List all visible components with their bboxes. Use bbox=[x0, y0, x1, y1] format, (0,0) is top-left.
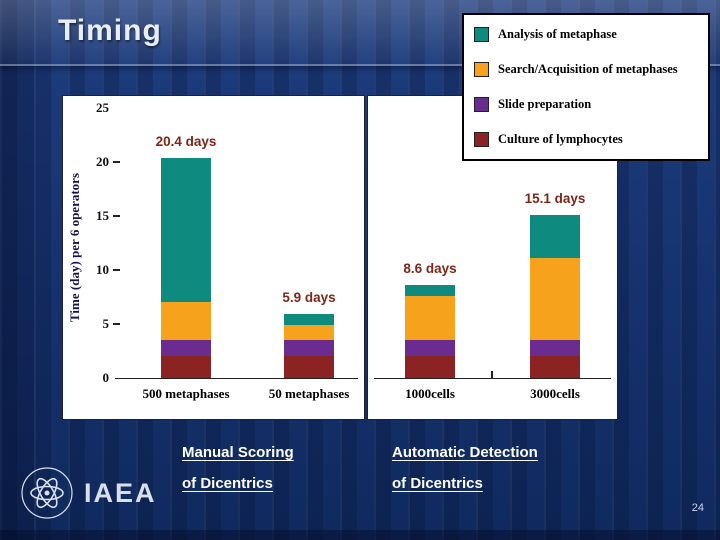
bar-total-label: 20.4 days bbox=[155, 133, 217, 149]
bar-segment-analysis bbox=[161, 157, 211, 303]
bar-segment-slide-preparation bbox=[405, 340, 455, 357]
legend-swatch-analysis bbox=[474, 27, 489, 42]
legend-swatch-culture bbox=[474, 132, 489, 147]
page-title: Timing bbox=[58, 14, 162, 47]
iaea-logo: IAEA bbox=[20, 466, 157, 520]
legend-item-culture: Culture of lymphocytes bbox=[474, 132, 698, 147]
bar-segment-slide-preparation bbox=[530, 340, 580, 357]
x-tick-mark bbox=[491, 371, 493, 378]
caption-manual-line1: Manual Scoring bbox=[182, 444, 294, 461]
caption-automatic-detection: Automatic Detection of Dicentrics bbox=[392, 444, 538, 492]
legend-item-slide-preparation: Slide preparation bbox=[474, 97, 698, 112]
iaea-logo-text: IAEA bbox=[84, 477, 157, 508]
bar-segment-slide-preparation bbox=[284, 340, 334, 357]
chart-panel-manual: Time (day) per 6 operators 0 5 10 15 20 25 500… bbox=[62, 95, 365, 420]
x-category-label: 3000cells bbox=[530, 386, 580, 401]
caption-automatic-line1: Automatic Detection bbox=[392, 444, 538, 461]
bar-segment-slide-preparation bbox=[161, 340, 211, 357]
atom-icon bbox=[21, 467, 73, 519]
bar-segment-analysis bbox=[284, 314, 334, 326]
y-tick-mark bbox=[113, 161, 120, 163]
legend-label: Analysis of metaphase bbox=[498, 27, 617, 41]
legend-item-search: Search/Acquisition of metaphases bbox=[474, 62, 698, 77]
bar-segment-search bbox=[530, 258, 580, 341]
page-number: 24 bbox=[691, 502, 704, 514]
legend-label: Culture of lymphocytes bbox=[498, 132, 623, 146]
bar-segment-search bbox=[161, 302, 211, 341]
legend-label: Search/Acquisition of metaphases bbox=[498, 62, 678, 76]
bar-segment-search bbox=[284, 325, 334, 341]
bar-total-label: 8.6 days bbox=[403, 261, 457, 277]
caption-automatic-line2: of Dicentrics bbox=[392, 475, 483, 492]
left-edge-stripe bbox=[0, 0, 34, 540]
bar-segment-analysis bbox=[530, 214, 580, 259]
bar-segment-culture bbox=[530, 356, 580, 378]
x-category-label: 50 metaphases bbox=[268, 386, 350, 401]
bottom-edge-stripe bbox=[0, 530, 720, 540]
y-tick-label: 10 bbox=[96, 262, 109, 277]
legend-swatch-slide-preparation bbox=[474, 97, 489, 112]
y-tick-label: 20 bbox=[96, 154, 109, 169]
caption-manual-line2: of Dicentrics bbox=[182, 475, 273, 492]
legend-item-analysis: Analysis of metaphase bbox=[474, 27, 698, 42]
bar-total-label: 5.9 days bbox=[282, 290, 336, 306]
x-category-label: 500 metaphases bbox=[142, 386, 230, 401]
x-axis-line bbox=[374, 378, 611, 379]
y-tick-mark bbox=[113, 323, 120, 325]
y-tick-label: 25 bbox=[96, 100, 109, 115]
y-tick-label: 0 bbox=[102, 370, 110, 385]
x-category-label: 1000cells bbox=[405, 386, 455, 401]
y-tick-label: 5 bbox=[102, 316, 110, 331]
y-tick-label: 15 bbox=[96, 208, 109, 223]
chart-legend: Analysis of metaphase Search/Acquisition … bbox=[462, 13, 710, 161]
bar-total-label: 15.1 days bbox=[524, 190, 586, 206]
x-axis-line bbox=[115, 378, 358, 379]
bar-segment-culture bbox=[161, 356, 211, 378]
caption-manual-scoring: Manual Scoring of Dicentrics bbox=[182, 444, 294, 492]
bar-segment-search bbox=[405, 295, 455, 341]
legend-label: Slide preparation bbox=[498, 97, 592, 111]
bar-segment-culture bbox=[284, 356, 334, 378]
legend-swatch-search bbox=[474, 62, 489, 77]
bar-segment-culture bbox=[405, 356, 455, 378]
y-tick-mark bbox=[113, 215, 120, 217]
bar-segment-analysis bbox=[405, 285, 455, 296]
y-tick-mark bbox=[113, 269, 120, 271]
